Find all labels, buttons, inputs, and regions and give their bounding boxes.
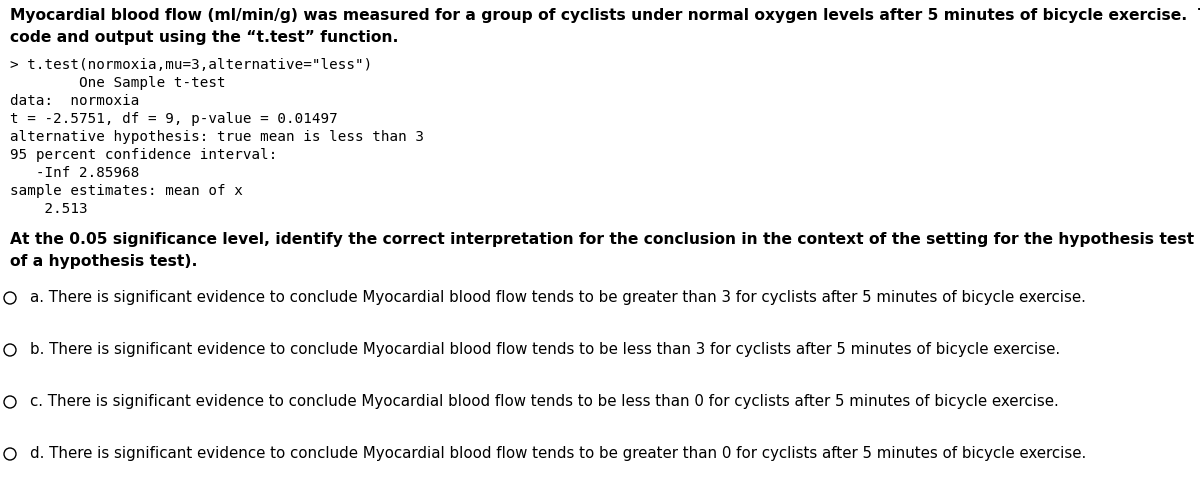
Text: d. There is significant evidence to conclude Myocardial blood flow tends to be g: d. There is significant evidence to conc… <box>30 446 1086 461</box>
Text: -Inf 2.85968: -Inf 2.85968 <box>10 166 139 180</box>
Text: c. There is significant evidence to conclude Myocardial blood flow tends to be l: c. There is significant evidence to conc… <box>30 394 1058 409</box>
Text: One Sample t-test: One Sample t-test <box>10 76 226 90</box>
Text: code and output using the “t.test” function.: code and output using the “t.test” funct… <box>10 30 398 45</box>
Text: sample estimates: mean of x: sample estimates: mean of x <box>10 184 242 198</box>
Text: > t.test(normoxia,mu=3,alternative="less"): > t.test(normoxia,mu=3,alternative="less… <box>10 58 372 72</box>
Text: b. There is significant evidence to conclude Myocardial blood flow tends to be l: b. There is significant evidence to conc… <box>30 342 1060 357</box>
Text: 2.513: 2.513 <box>10 202 88 216</box>
Text: alternative hypothesis: true mean is less than 3: alternative hypothesis: true mean is les… <box>10 130 424 144</box>
Text: t = -2.5751, df = 9, p-value = 0.01497: t = -2.5751, df = 9, p-value = 0.01497 <box>10 112 337 126</box>
Text: data:  normoxia: data: normoxia <box>10 94 139 108</box>
Text: a. There is significant evidence to conclude Myocardial blood flow tends to be g: a. There is significant evidence to conc… <box>30 290 1086 305</box>
Text: 95 percent confidence interval:: 95 percent confidence interval: <box>10 148 277 162</box>
Text: of a hypothesis test).: of a hypothesis test). <box>10 254 198 269</box>
Text: Myocardial blood flow (ml/min/g) was measured for a group of cyclists under norm: Myocardial blood flow (ml/min/g) was mea… <box>10 8 1200 23</box>
Text: At the 0.05 significance level, identify the correct interpretation for the conc: At the 0.05 significance level, identify… <box>10 232 1200 247</box>
